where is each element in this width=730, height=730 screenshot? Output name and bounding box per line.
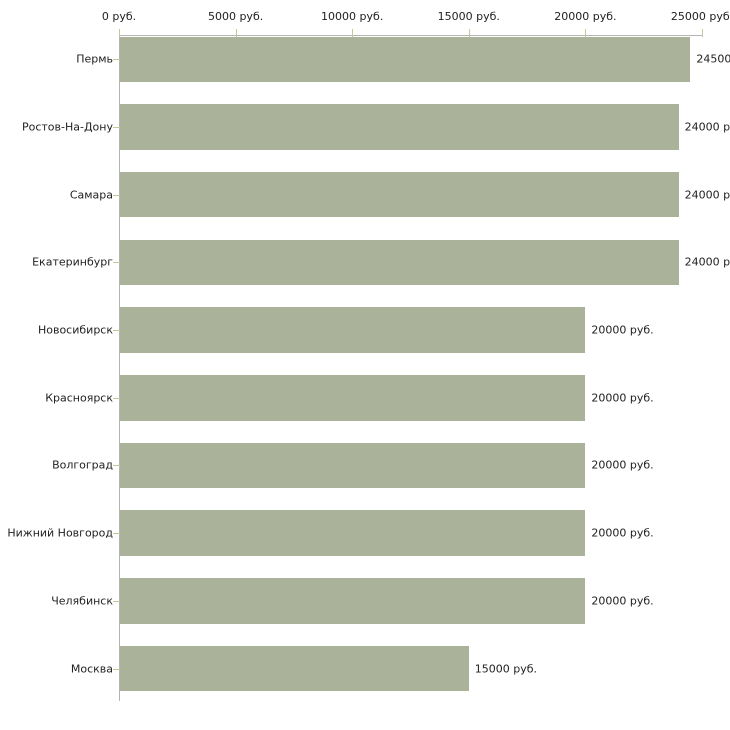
x-axis-tick-label: 15000 руб. <box>437 10 500 23</box>
x-axis-tick-label: 5000 руб. <box>207 10 264 23</box>
y-axis-tick <box>113 397 120 399</box>
category-label: Челябинск <box>51 594 113 608</box>
x-axis-tick-label: 0 руб. <box>101 10 137 23</box>
x-axis-tick <box>119 29 120 37</box>
value-label: 24000 руб. <box>684 255 730 269</box>
category-label: Москва <box>70 662 113 676</box>
y-axis-tick <box>113 330 120 332</box>
value-label: 20000 руб. <box>591 458 654 472</box>
category-label: Ростов-На-Дону <box>21 120 113 134</box>
y-axis-tick <box>113 194 120 196</box>
x-axis-tick <box>468 29 470 37</box>
value-label: 20000 руб. <box>591 323 654 337</box>
x-axis-line <box>119 35 702 36</box>
bar-7 <box>120 442 586 489</box>
bar-1 <box>120 36 691 82</box>
value-label: 24000 руб. <box>684 188 730 202</box>
x-axis-tick-label: 10000 руб. <box>321 10 384 23</box>
y-axis-tick <box>113 126 120 128</box>
bar-8 <box>120 510 586 556</box>
bar-9 <box>120 578 586 624</box>
value-label: 15000 руб. <box>474 662 538 676</box>
category-label: Волгоград <box>52 458 113 472</box>
y-axis-line <box>119 35 120 701</box>
value-label: 24500 руб. <box>696 52 730 66</box>
category-label: Самара <box>69 188 113 202</box>
bar-10 <box>120 645 469 692</box>
x-axis-tick-label: 20000 руб. <box>554 10 617 23</box>
bar-3 <box>120 171 679 218</box>
value-label: 20000 руб. <box>591 391 654 405</box>
value-label: 20000 руб. <box>591 526 654 540</box>
y-axis-tick <box>113 533 120 535</box>
y-axis-tick <box>113 59 120 61</box>
bar-4 <box>120 239 679 286</box>
category-label: Красноярск <box>45 391 113 405</box>
category-label: Нижний Новгород <box>7 526 113 540</box>
category-label: Екатеринбург <box>32 255 113 269</box>
y-axis-tick <box>113 668 120 670</box>
category-label: Новосибирск <box>37 323 113 337</box>
y-axis-tick <box>113 465 120 467</box>
bar-5 <box>120 307 586 353</box>
y-axis-tick <box>113 600 120 602</box>
value-label: 20000 руб. <box>591 594 654 608</box>
bar-2 <box>120 104 679 150</box>
x-axis-tick-label: 25000 руб. <box>670 10 730 23</box>
value-label: 24000 руб. <box>684 120 730 134</box>
category-label: Пермь <box>76 52 113 66</box>
x-axis-tick <box>585 29 587 37</box>
bar-6 <box>120 375 586 421</box>
x-axis-tick <box>235 29 237 37</box>
y-axis-tick <box>113 262 120 264</box>
x-axis-tick <box>702 29 703 37</box>
x-axis-tick <box>352 29 354 37</box>
